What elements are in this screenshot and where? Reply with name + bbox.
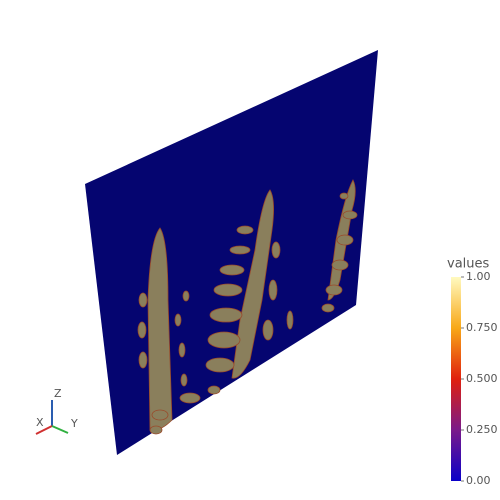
slice-plane (85, 50, 378, 455)
y-axis (51, 425, 69, 434)
tick-label: 0.500 (466, 372, 498, 385)
colorbar-title: values (447, 257, 490, 272)
tick-label: 0.750 (466, 321, 498, 334)
tick-label: 0.00 (466, 474, 491, 487)
axes-triad: X Y Z (35, 387, 78, 435)
x-axis (35, 425, 53, 435)
dendrites (137, 179, 358, 435)
axis-label: X (36, 416, 44, 429)
axis-label: Z (54, 387, 62, 400)
tick-label: 1.00 (466, 270, 491, 283)
colorbar: 0.00 0.250 0.500 0.750 1.00 (451, 270, 498, 487)
colorbar-gradient (451, 277, 461, 481)
tick-label: 0.250 (466, 423, 498, 436)
axis-label: Y (70, 417, 78, 430)
